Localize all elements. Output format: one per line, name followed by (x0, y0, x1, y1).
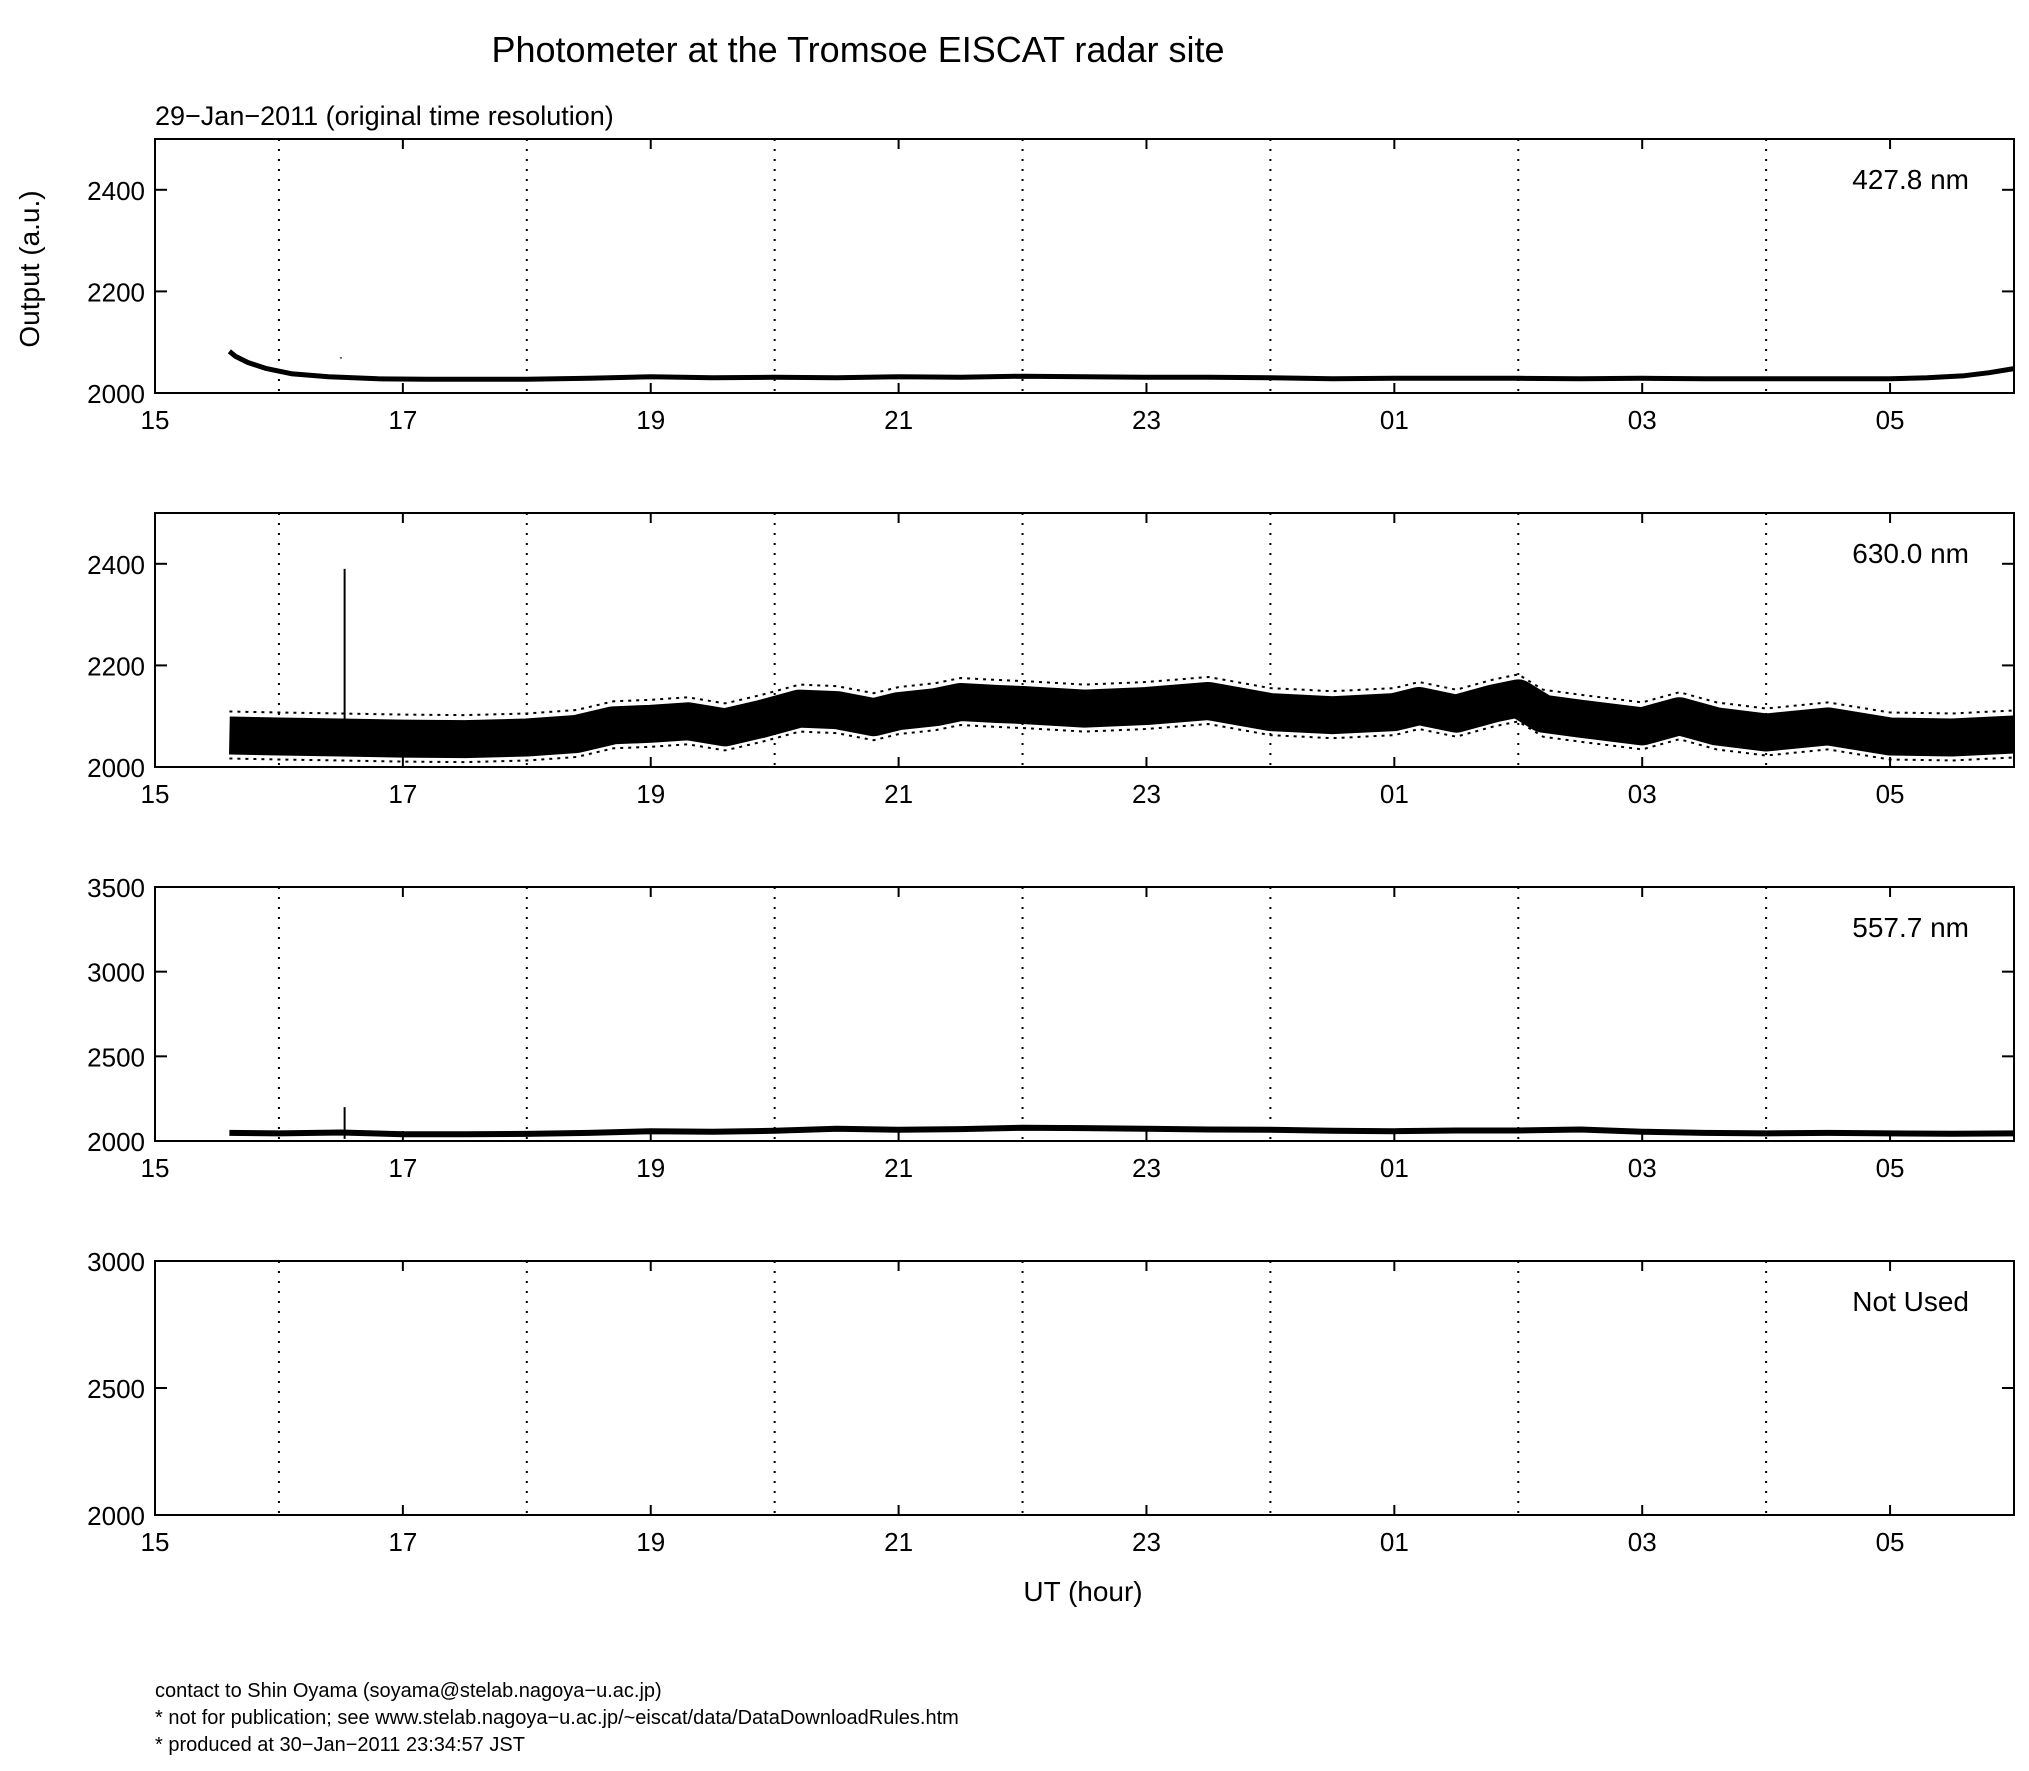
plot-frame (154, 138, 2015, 394)
x-tick-label: 01 (1380, 405, 1409, 435)
x-tick-label: 19 (636, 1527, 665, 1557)
series-noise-lower (229, 720, 2015, 764)
x-tick-label: 15 (141, 1527, 170, 1557)
x-tick-label: 03 (1628, 405, 1657, 435)
x-tick-label: 21 (884, 779, 913, 809)
series-line (229, 1124, 2015, 1138)
panel-wavelength-label: 557.7 nm (1852, 912, 1969, 943)
chart-subtitle: 29−Jan−2011 (original time resolution) (155, 101, 614, 131)
y-tick-label: 2200 (87, 277, 145, 307)
x-tick-label: 01 (1380, 779, 1409, 809)
plot-frame (154, 512, 2015, 768)
x-tick-label: 03 (1628, 1153, 1657, 1183)
y-axis-label: Output (a.u.) (14, 190, 45, 347)
x-tick-label: 23 (1132, 1153, 1161, 1183)
series-line (229, 679, 2015, 759)
panel-3: 15 17 19 21 23 01 03 05 2000 2500 3000 3500 557.7 nm (87, 873, 2015, 1183)
x-tick-label: 17 (388, 1153, 417, 1183)
x-tick-label: 19 (636, 779, 665, 809)
y-tick-label: 2000 (87, 379, 145, 409)
series-line (227, 349, 2015, 382)
series-noise-upper (229, 673, 2015, 717)
y-tick-label: 2400 (87, 176, 145, 206)
y-tick-label: 2200 (87, 651, 145, 681)
y-tick-label: 2000 (87, 753, 145, 783)
x-tick-label: 05 (1876, 405, 1905, 435)
panel-wavelength-label: Not Used (1852, 1286, 1969, 1317)
x-tick-label: 17 (388, 1527, 417, 1557)
y-tick-label: 3000 (87, 1247, 145, 1277)
x-tick-label: 03 (1628, 1527, 1657, 1557)
x-tick-label: 15 (141, 779, 170, 809)
footer-publication-note: * not for publication; see www.stelab.na… (155, 1707, 959, 1729)
x-tick-label: 17 (388, 779, 417, 809)
panel-wavelength-label: 630.0 nm (1852, 538, 1969, 569)
x-tick-label: 17 (388, 405, 417, 435)
panel-wavelength-label: 427.8 nm (1852, 164, 1969, 195)
x-tick-label: 23 (1132, 1527, 1161, 1557)
chart-title: Photometer at the Tromsoe EISCAT radar s… (492, 29, 1225, 70)
x-tick-label: 05 (1876, 1153, 1905, 1183)
x-tick-label: 03 (1628, 779, 1657, 809)
x-tick-label: 15 (141, 1153, 170, 1183)
x-tick-label: 05 (1876, 1527, 1905, 1557)
x-tick-label: 23 (1132, 779, 1161, 809)
panel-4: 15 17 19 21 23 01 03 05 2000 2500 3000 Not Used (87, 1247, 2015, 1557)
x-tick-label: 01 (1380, 1527, 1409, 1557)
x-tick-label: 21 (884, 1153, 913, 1183)
y-tick-label: 3000 (87, 958, 145, 988)
plot-frame (154, 1260, 2015, 1516)
y-tick-label: 2000 (87, 1127, 145, 1157)
x-tick-label: 01 (1380, 1153, 1409, 1183)
x-tick-label: 19 (636, 405, 665, 435)
footer-contact: contact to Shin Oyama (soyama@stelab.nag… (155, 1680, 662, 1702)
plot-frame (154, 886, 2015, 1142)
chart-panels: 15 17 19 21 23 01 03 05 2000 2200 2400 427.8 nm 15 17… (87, 138, 2015, 1557)
y-tick-label: 3500 (87, 873, 145, 903)
y-tick-label: 2000 (87, 1501, 145, 1531)
x-tick-label: 05 (1876, 779, 1905, 809)
panel-1: 15 17 19 21 23 01 03 05 2000 2200 2400 427.8 nm (87, 138, 2015, 435)
y-tick-label: 2500 (87, 1042, 145, 1072)
footer-produced-time: * produced at 30−Jan−2011 23:34:57 JST (155, 1734, 525, 1756)
x-axis-label: UT (hour) (1023, 1576, 1142, 1607)
x-tick-label: 21 (884, 405, 913, 435)
x-tick-label: 19 (636, 1153, 665, 1183)
panel-2: 15 17 19 21 23 01 03 05 2000 2200 2400 630.0 nm (87, 512, 2015, 809)
x-tick-label: 21 (884, 1527, 913, 1557)
x-tick-label: 15 (141, 405, 170, 435)
y-tick-label: 2400 (87, 550, 145, 580)
y-tick-label: 2500 (87, 1374, 145, 1404)
x-tick-label: 23 (1132, 405, 1161, 435)
